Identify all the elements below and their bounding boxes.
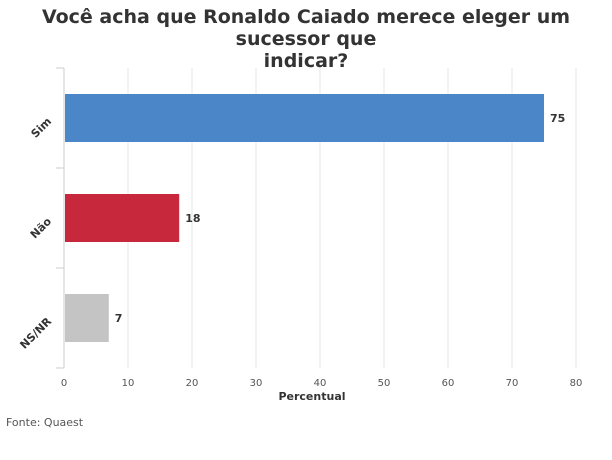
chart-title: Você acha que Ronaldo Caiado merece eleg… <box>0 6 612 72</box>
x-tick-label-50: 50 <box>378 378 391 389</box>
x-tick-label-30: 30 <box>250 378 263 389</box>
source-note: Fonte: Quaest <box>6 416 84 429</box>
category-label-ns-nr: NS/NR <box>17 315 54 352</box>
bar-n-o <box>65 194 180 242</box>
x-tick-label-0: 0 <box>61 378 67 389</box>
data-label-sim: 75 <box>550 112 565 125</box>
x-axis-title: Percentual <box>278 390 345 403</box>
x-tick-label-20: 20 <box>186 378 199 389</box>
x-tick-label-60: 60 <box>442 378 455 389</box>
chart-title-line-1: Você acha que Ronaldo Caiado merece eleg… <box>41 6 571 50</box>
bar-sim <box>65 94 544 142</box>
category-label-n-o: Não <box>28 215 55 242</box>
x-tick-label-80: 80 <box>570 378 583 389</box>
category-label-sim: Sim <box>29 115 55 141</box>
x-axis-ticks: 0 10 20 30 40 50 60 70 80 <box>61 378 583 389</box>
x-tick-label-10: 10 <box>122 378 135 389</box>
bars: 75 18 7 <box>65 94 565 342</box>
chart-title-line-2: indicar? <box>263 50 349 72</box>
x-tick-label-40: 40 <box>314 378 327 389</box>
bar-ns-nr <box>65 294 109 342</box>
data-label-n-o: 18 <box>185 212 200 225</box>
data-label-ns-nr: 7 <box>115 312 123 325</box>
x-tick-label-70: 70 <box>506 378 519 389</box>
category-labels: Sim Não NS/NR <box>17 115 54 352</box>
